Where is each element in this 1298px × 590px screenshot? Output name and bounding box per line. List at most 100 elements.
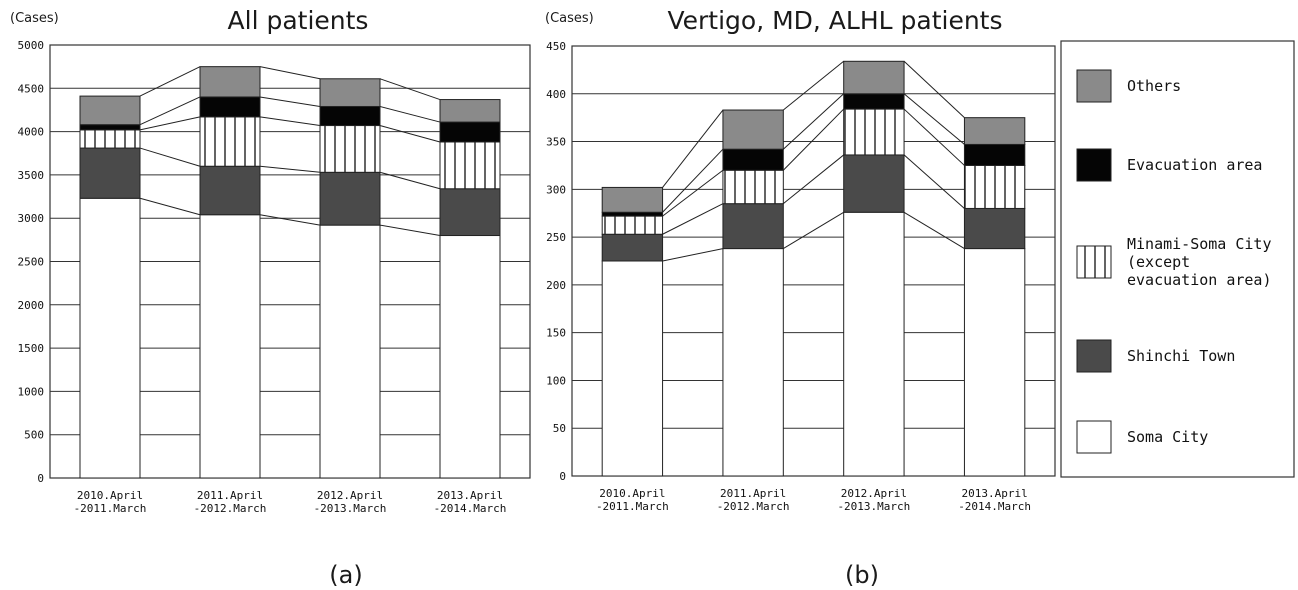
chart-a-connector-line xyxy=(259,66,321,80)
chart-b-connector-line xyxy=(783,211,844,250)
chart-b-connector-line xyxy=(782,108,845,171)
chart-b-x-tick-label: -2014.March xyxy=(958,500,1031,513)
chart-a-y-tick-label: 3500 xyxy=(18,169,45,182)
chart-b-x-tick-label: 2010.April xyxy=(599,487,665,500)
chart-b-bar-others xyxy=(963,117,1026,145)
chart-a-x-tick-label: 2013.April xyxy=(437,489,503,502)
chart-a-y-tick-label: 1000 xyxy=(18,385,45,398)
chart-a-bar-evacuation-area xyxy=(199,96,261,118)
chart-b-connector-line xyxy=(903,108,965,166)
chart-a-bar-soma-city xyxy=(439,235,501,479)
chart-b-y-tick-label: 450 xyxy=(546,40,566,53)
chart-b-bar-evacuation-area xyxy=(601,211,664,217)
chart-a-bar-evacuation-area xyxy=(439,121,501,143)
chart-a-y-tick-label: 2500 xyxy=(18,256,45,269)
chart-b-connector-line xyxy=(782,60,845,111)
legend-label: Others xyxy=(1127,77,1181,95)
chart-b-y-tick-label: 300 xyxy=(546,183,566,196)
chart-a-connector-line xyxy=(379,224,441,237)
legend-label: Evacuation area xyxy=(1127,156,1262,174)
chart-a-y-tick-label: 1500 xyxy=(18,342,45,355)
chart-a-bar-others xyxy=(199,66,261,98)
legend-swatch-others xyxy=(1076,69,1112,103)
chart-a-y-tick-label: 2000 xyxy=(18,299,45,312)
chart-b-y-tick-label: 400 xyxy=(546,88,566,101)
chart-a-bar-soma-city xyxy=(199,214,261,479)
chart-a-connector-line xyxy=(139,197,201,216)
chart-a-x-tick-label: 2010.April xyxy=(77,489,143,502)
chart-a-bar-minami-soma-city-except-evacuation-area xyxy=(199,116,261,167)
chart-a-title: All patients xyxy=(228,6,369,35)
chart-b-bar-evacuation-area xyxy=(843,93,905,110)
legend-label: evacuation area) xyxy=(1127,271,1272,289)
chart-b-connector-line xyxy=(662,248,724,262)
chart-b-bar-others xyxy=(722,109,784,150)
chart-b-bar-evacuation-area xyxy=(722,148,784,171)
chart-b-bar-minami-soma-city-except-evacuation-area xyxy=(963,164,1026,209)
chart-a-x-tick-label: -2013.March xyxy=(314,502,387,515)
chart-b-connector-line xyxy=(903,60,965,119)
chart-b-bar-shinchi-town xyxy=(963,207,1026,250)
legend-label: Shinchi Town xyxy=(1127,347,1235,365)
chart-a-x-tick-label: -2011.March xyxy=(74,502,147,515)
chart-b-bar-minami-soma-city-except-evacuation-area xyxy=(722,169,784,205)
chart-b-connector-line xyxy=(903,211,965,250)
chart-a-y-tick-label: 3000 xyxy=(18,212,45,225)
legend-label: Soma City xyxy=(1127,428,1208,446)
chart-a-bar-evacuation-area xyxy=(79,124,141,131)
chart-a-y-tick-label: 500 xyxy=(24,429,44,442)
chart-b-y-tick-label: 250 xyxy=(546,231,566,244)
chart-b-bar-shinchi-town xyxy=(843,154,905,213)
chart-b-bar-soma-city xyxy=(601,260,664,477)
chart-b-bar-evacuation-area xyxy=(963,143,1026,166)
chart-b-connector-line xyxy=(662,169,724,217)
chart-b-x-tick-label: 2011.April xyxy=(720,487,786,500)
chart-b-connector-line xyxy=(662,148,724,213)
chart-b-y-tick-label: 50 xyxy=(553,422,566,435)
chart-a-plot: 0 500 1000 1500 2000 2500 3000 3500 4000 4500 5000… xyxy=(18,39,531,515)
chart-b-plot: 0501001502002503003504004502010.April-20… xyxy=(546,40,1056,513)
chart-b-bar-shinchi-town xyxy=(722,203,784,250)
chart-a-bar-soma-city xyxy=(79,197,141,479)
legend-label: (except xyxy=(1127,253,1190,271)
chart-a-bar-shinchi-town xyxy=(79,147,141,199)
chart-b-x-tick-label: 2012.April xyxy=(841,487,907,500)
chart-b-bar-soma-city xyxy=(722,248,784,477)
chart-a-unit-label: (Cases) xyxy=(10,11,59,26)
chart-a-connector-line xyxy=(139,66,201,97)
chart-a-bar-minami-soma-city-except-evacuation-area xyxy=(79,129,141,149)
chart-b-y-tick-label: 100 xyxy=(546,374,566,387)
chart-a-panel-label: (a) xyxy=(329,561,362,589)
chart-b-bar-others xyxy=(601,186,664,213)
chart-b-bar-soma-city xyxy=(843,211,905,477)
chart-a-bar-others xyxy=(319,78,381,107)
chart-a-x-tick-label: 2011.April xyxy=(197,489,263,502)
chart-a-connector-line xyxy=(379,125,441,143)
chart-a-connector-line xyxy=(379,171,441,190)
chart-a-connector-line xyxy=(139,147,201,167)
legend-label: Minami-Soma City xyxy=(1127,235,1272,253)
chart-a-connector-line xyxy=(139,116,201,131)
chart-b-bar-minami-soma-city-except-evacuation-area xyxy=(601,215,664,235)
chart-a-y-tick-label: 5000 xyxy=(18,39,45,52)
legend-swatch-soma-city xyxy=(1076,420,1112,454)
chart-a-y-tick-label: 4000 xyxy=(18,126,45,139)
chart-a-x-tick-label: -2014.March xyxy=(434,502,507,515)
chart-b-connector-line xyxy=(662,109,724,188)
chart-b-x-tick-label: 2013.April xyxy=(962,487,1028,500)
chart-b-connector-line xyxy=(782,154,845,205)
chart-a-connector-line xyxy=(379,106,441,123)
chart-b-title: Vertigo, MD, ALHL patients xyxy=(667,6,1002,35)
chart-a-bar-shinchi-town xyxy=(199,165,261,216)
chart-b-connector-line xyxy=(782,93,845,150)
legend-swatch-shinchi-town xyxy=(1076,339,1112,373)
chart-b-unit-label: (Cases) xyxy=(545,11,594,26)
chart-a-bar-minami-soma-city-except-evacuation-area xyxy=(439,141,501,190)
chart-b-x-tick-label: -2011.March xyxy=(596,500,669,513)
chart-b-y-tick-label: 150 xyxy=(546,327,566,340)
chart-a-x-tick-label: 2012.April xyxy=(317,489,383,502)
chart-a-connector-line xyxy=(379,78,441,101)
chart-a-bar-soma-city xyxy=(319,224,381,479)
chart-a-bar-others xyxy=(439,99,501,123)
chart-a-bar-minami-soma-city-except-evacuation-area xyxy=(319,125,381,173)
